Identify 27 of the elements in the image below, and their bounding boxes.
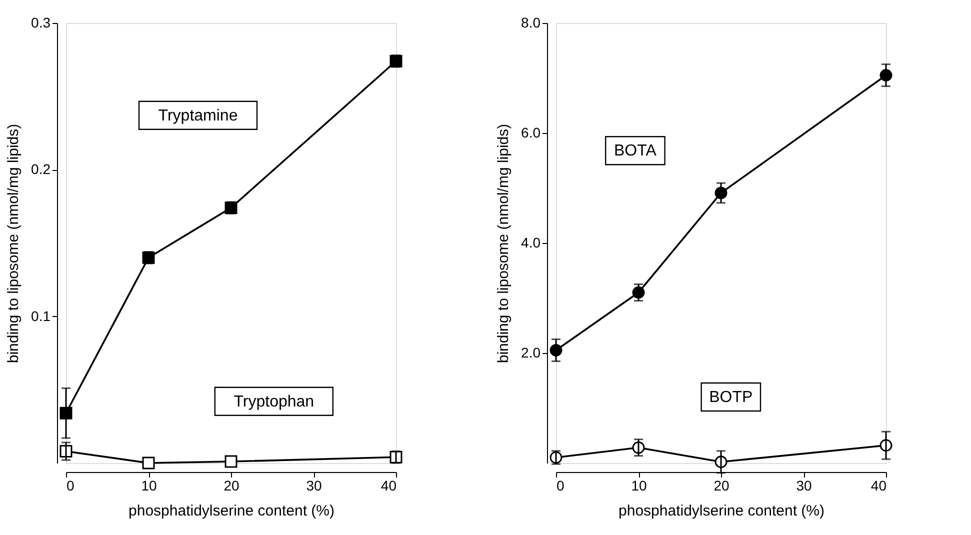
text: BOTP xyxy=(709,389,753,406)
point xyxy=(224,455,238,468)
x-tick-label: 20 xyxy=(224,478,240,494)
y-tick-label: 0.3 xyxy=(31,14,51,30)
x-tick-label: 20 xyxy=(714,478,730,494)
x-tick-label: 10 xyxy=(141,478,157,494)
x-axis-title: phosphatidylserine content (%) xyxy=(128,502,334,520)
text: Tryptamine xyxy=(158,107,238,124)
y-tick-label: 2.0 xyxy=(521,344,541,360)
x-tick-label: 10 xyxy=(631,478,647,494)
y-axis-title: binding to liposome (nmol/mg lipids) xyxy=(5,124,22,364)
text: BOTA xyxy=(614,142,657,160)
text: Tryptophan xyxy=(234,393,314,410)
x-tick-label: 30 xyxy=(796,478,812,494)
x-tick-label: 0 xyxy=(556,478,564,494)
x-tick-label: 40 xyxy=(380,478,397,494)
y-tick-label: 0.2 xyxy=(31,161,51,178)
y-tick-label: 6.0 xyxy=(521,124,541,140)
x-axis-title: phosphatidylserine content (%) xyxy=(618,502,824,520)
x-tick-label: 0 xyxy=(66,478,74,494)
y-axis-title: binding to liposome (nmol/mg lipids) xyxy=(495,124,512,364)
point xyxy=(142,456,155,470)
y-tick-label: 8.0 xyxy=(521,14,541,30)
x-tick-label: 40 xyxy=(870,478,887,494)
y-tick-label: 0.1 xyxy=(31,308,51,324)
x-tick-label: 30 xyxy=(306,478,322,494)
y-tick-label: 4.0 xyxy=(521,234,541,250)
